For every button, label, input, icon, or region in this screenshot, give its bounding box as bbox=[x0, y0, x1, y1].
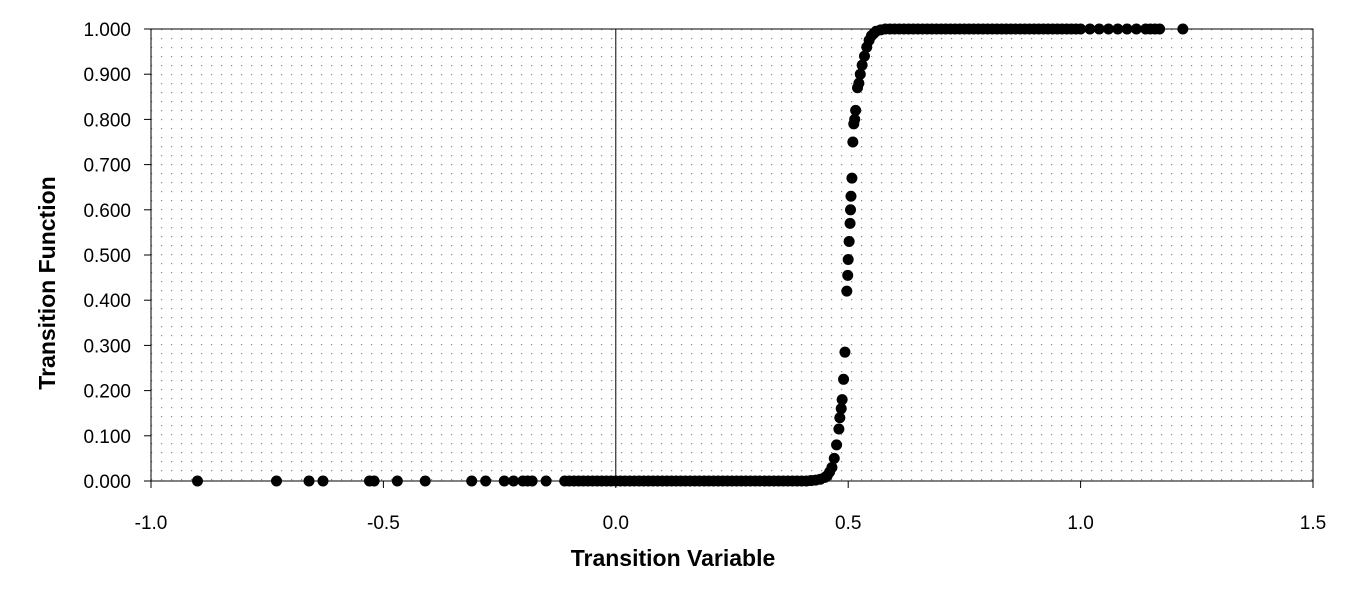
data-point bbox=[833, 423, 845, 435]
data-point bbox=[498, 475, 510, 487]
data-point bbox=[526, 475, 538, 487]
data-point bbox=[842, 254, 854, 266]
plot-area-grid bbox=[151, 29, 1313, 481]
y-tick-label: 0.400 bbox=[83, 291, 131, 312]
data-point bbox=[480, 475, 492, 487]
x-axis: -1.0 -0.5 0.0 0.5 1.0 1.5 bbox=[135, 481, 1326, 534]
data-point bbox=[845, 190, 857, 202]
data-point bbox=[831, 439, 843, 451]
y-tick-label: 0.300 bbox=[83, 336, 131, 357]
data-point bbox=[271, 475, 282, 487]
data-point bbox=[846, 172, 858, 184]
y-tick-label: 0.700 bbox=[83, 156, 131, 177]
data-point bbox=[1102, 23, 1114, 35]
x-axis-title: Transition Variable bbox=[571, 545, 776, 571]
data-point bbox=[849, 113, 861, 125]
scatter-points bbox=[191, 23, 1189, 487]
data-point bbox=[191, 475, 203, 487]
data-point bbox=[419, 475, 431, 487]
x-tick-label: -1.0 bbox=[135, 513, 168, 534]
data-point bbox=[854, 68, 866, 80]
data-point bbox=[1084, 23, 1096, 35]
data-point bbox=[466, 475, 478, 487]
data-point bbox=[1093, 23, 1105, 35]
data-point bbox=[847, 136, 859, 148]
y-tick-label: 0.500 bbox=[83, 246, 131, 267]
data-point bbox=[835, 403, 847, 415]
data-point bbox=[834, 412, 846, 424]
data-point bbox=[842, 269, 854, 281]
x-tick-label: 1.0 bbox=[1067, 513, 1093, 534]
data-point bbox=[838, 373, 850, 385]
data-point bbox=[844, 217, 856, 229]
y-tick-label: 0.100 bbox=[83, 427, 131, 448]
data-point bbox=[841, 285, 853, 297]
data-point bbox=[845, 204, 857, 216]
data-point bbox=[853, 77, 865, 89]
data-point bbox=[540, 475, 552, 487]
data-point bbox=[1177, 23, 1189, 35]
data-point bbox=[368, 475, 380, 487]
y-tick-label: 0.200 bbox=[83, 382, 131, 403]
y-tick-label: 0.900 bbox=[83, 65, 131, 86]
data-point bbox=[826, 461, 838, 473]
data-point bbox=[1130, 23, 1142, 35]
data-point bbox=[843, 235, 855, 247]
data-point bbox=[1075, 23, 1087, 35]
data-point bbox=[839, 346, 851, 358]
x-tick-label: 0.0 bbox=[603, 513, 629, 534]
data-point bbox=[850, 104, 862, 116]
data-point bbox=[1154, 23, 1166, 35]
data-point bbox=[303, 475, 315, 487]
data-point bbox=[1121, 23, 1133, 35]
data-point bbox=[836, 394, 848, 406]
data-point bbox=[508, 475, 520, 487]
data-point bbox=[391, 475, 403, 487]
y-tick-label: 0.000 bbox=[83, 472, 131, 493]
data-point bbox=[317, 475, 329, 487]
x-tick-label: -0.5 bbox=[367, 513, 400, 534]
data-point bbox=[1112, 23, 1124, 35]
data-point bbox=[856, 59, 868, 71]
y-tick-label: 0.800 bbox=[83, 110, 131, 131]
y-axis: 0.000 0.100 0.200 0.300 0.400 0.500 0.600 0.700… bbox=[83, 20, 151, 493]
y-tick-label: 1.000 bbox=[83, 20, 131, 41]
x-tick-label: 1.5 bbox=[1300, 513, 1326, 534]
y-axis-title: Transition Function bbox=[34, 176, 60, 389]
y-tick-label: 0.600 bbox=[83, 201, 131, 222]
data-point bbox=[858, 50, 870, 62]
x-tick-label: 0.5 bbox=[835, 513, 861, 534]
data-point bbox=[828, 452, 840, 464]
